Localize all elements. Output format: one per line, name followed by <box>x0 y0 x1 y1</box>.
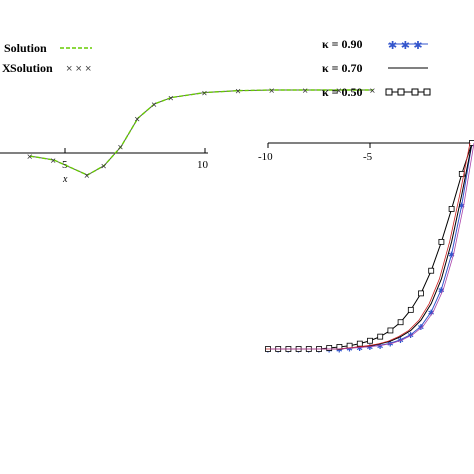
series-point-kappa-0.50 <box>458 170 465 177</box>
left-x-marker: × <box>151 100 157 111</box>
right-tick-label-neg10: -10 <box>258 151 273 163</box>
series-point-kappa-0.90: ✱ <box>377 342 384 351</box>
left-x-marker: × <box>118 143 124 154</box>
left-x-marker: × <box>101 162 107 173</box>
series-point-kappa-0.50 <box>326 345 333 351</box>
left-x-marker: × <box>84 171 90 182</box>
series-point-kappa-0.50 <box>438 238 445 245</box>
left-series-line-dashed <box>30 89 373 176</box>
left-x-axis-label: x <box>62 174 68 185</box>
left-plot-area: × × × × × × × × × × × × × × <box>27 86 376 182</box>
series-point-kappa-0.90: ✱ <box>346 344 353 353</box>
series-point-kappa-0.50 <box>387 327 394 334</box>
left-x-marker: × <box>202 89 208 100</box>
right-panel: κ = 0.90 κ = 0.70 κ = 0.50 ✱ ✱ ✱ -10 -5 … <box>258 37 474 355</box>
series-point-kappa-0.90: ✱ <box>458 201 465 210</box>
right-legend-swatch-3 <box>385 88 431 96</box>
left-x-marker: × <box>134 114 140 125</box>
left-x-marker: × <box>168 94 174 105</box>
series-line-red-companion <box>266 142 471 350</box>
series-point-kappa-0.90: ✱ <box>418 323 425 332</box>
series-point-kappa-0.50 <box>418 290 424 297</box>
left-panel: Solution Solution X × × × 5 10 x × ××××××… <box>0 41 376 185</box>
svg-text:✱ ✱ ✱: ✱ ✱ ✱ <box>388 39 423 52</box>
left-x-marker: × <box>370 86 376 97</box>
series-line-kappa-0.90 <box>268 142 473 350</box>
left-x-marker: × <box>302 86 308 97</box>
left-x-marker: × <box>50 156 56 167</box>
series-point-kappa-0.90: ✱ <box>356 344 363 353</box>
right-tick-label-neg5: -5 <box>363 151 373 163</box>
right-legend-label-2: κ = 0.70 <box>322 61 363 75</box>
left-x-marker: × <box>269 86 275 97</box>
series-point-kappa-0.50 <box>448 206 455 212</box>
series-point-kappa-0.90: ✱ <box>448 251 455 260</box>
series-point-kappa-0.90: ✱ <box>387 340 394 349</box>
left-legend-lead-x: X <box>2 61 11 75</box>
series-line-magenta-companion <box>270 142 474 350</box>
series-point-kappa-0.50 <box>367 337 373 344</box>
right-legend-swatch-1: ✱ ✱ ✱ <box>388 39 428 52</box>
series-line-kappa-0.70 <box>268 142 473 350</box>
left-tick-label-10: 10 <box>197 159 209 171</box>
series-point-kappa-0.90: ✱ <box>438 286 445 295</box>
series-point-kappa-0.50 <box>336 344 343 350</box>
series-line-kappa-0.50 <box>268 142 473 350</box>
series-point-kappa-0.50 <box>428 267 435 274</box>
right-legend-label-3: κ = 0.50 <box>322 85 363 99</box>
left-legend-label-1: Solution <box>4 41 47 55</box>
left-x-marker: × <box>336 86 342 97</box>
left-x-marker: × <box>235 87 241 98</box>
left-legend-label-2: Solution <box>10 61 53 75</box>
series-point-kappa-0.50 <box>397 319 404 326</box>
series-point-kappa-0.90: ✱ <box>428 308 435 317</box>
series-point-kappa-0.90: ✱ <box>336 346 343 355</box>
series-point-kappa-0.50 <box>469 140 474 146</box>
right-legend-label-1: κ = 0.90 <box>322 37 363 51</box>
right-plot-area: ✱✱✱✱✱✱✱✱✱✱✱✱✱✱✱✱✱✱✱✱✱ <box>265 140 474 355</box>
series-point-kappa-0.50 <box>356 340 363 347</box>
series-point-kappa-0.50 <box>407 306 414 313</box>
left-legend-swatch-2: × × × <box>66 63 91 75</box>
series-point-kappa-0.90: ✱ <box>367 343 374 352</box>
series-point-kappa-0.50 <box>377 333 384 340</box>
left-x-marker: × <box>27 152 33 163</box>
